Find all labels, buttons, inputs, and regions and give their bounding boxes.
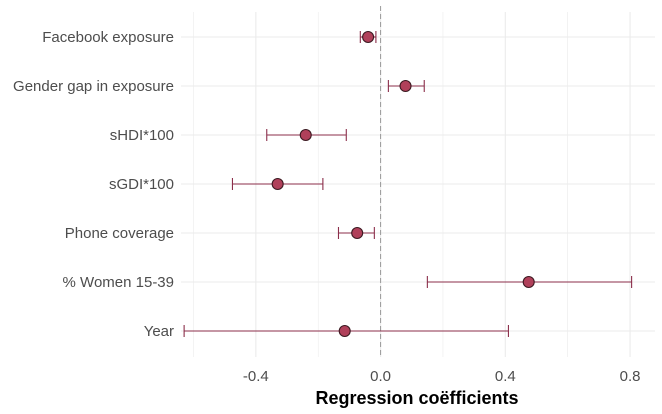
x-tick-label: 0.8 (620, 368, 641, 385)
estimate-point (271, 177, 284, 191)
term-label: Phone coverage (65, 225, 174, 242)
term-label: % Women 15-39 (63, 274, 174, 291)
estimate-point (299, 128, 312, 142)
estimate-point (338, 324, 351, 338)
estimate-point (351, 226, 364, 240)
term-label: Facebook exposure (42, 29, 174, 46)
term-label: sHDI*100 (110, 127, 174, 144)
x-tick-label: 0.0 (370, 368, 391, 385)
x-tick-labels: -0.4 0.0 0.4 0.8 (243, 368, 641, 385)
x-tick-label: 0.4 (495, 368, 516, 385)
estimate-points (271, 30, 535, 338)
term-label: Year (144, 323, 174, 340)
term-labels: Facebook exposure Gender gap in exposure s… (13, 29, 174, 340)
x-tick-label: -0.4 (243, 368, 269, 385)
term-label: Gender gap in exposure (13, 78, 174, 95)
term-label: sGDI*100 (109, 176, 174, 193)
estimate-point (362, 30, 375, 44)
estimate-point (399, 79, 412, 93)
estimate-point (522, 275, 535, 289)
x-axis-title: Regression coëfficients (315, 388, 518, 408)
